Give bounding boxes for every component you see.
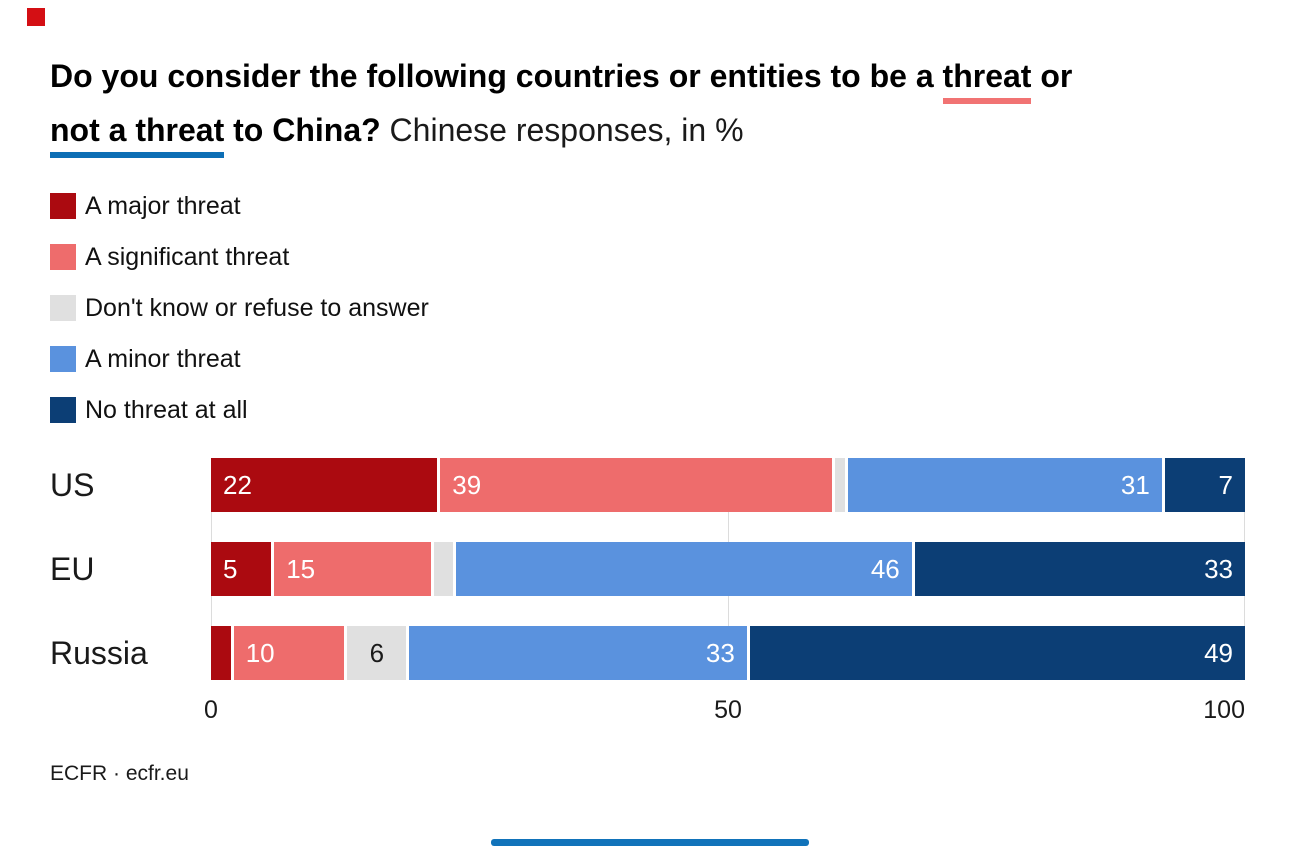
stacked-bar-chart: US 22 39 31 7 EU 5 15 46 33 Russia 10 6 33 49 0 50 100 [50,458,1245,726]
x-axis-tick: 50 [714,696,742,724]
bar-row: EU 5 15 46 33 [50,542,1245,596]
bar-value-label: 22 [223,470,252,500]
attribution: ECFR · ecfr.eu [50,762,189,785]
bar-segment [211,626,231,680]
title-word-threat-red-underline: threat [942,54,1032,104]
category-label: EU [50,550,95,587]
title-words-not-a-threat-blue-underline: not a threat [50,108,225,158]
bar-segment: 5 [211,542,272,596]
bar-row: Russia 10 6 33 49 [50,626,1245,680]
bar-segment: 6 [347,626,407,680]
legend: A major threat A significant threat Don't … [50,191,429,448]
legend-swatch [50,193,76,219]
legend-item: Don't know or refuse to answer [50,293,429,322]
x-axis: 0 50 100 [204,696,1245,726]
bar-segment [835,458,845,512]
bar-stack: 22 39 31 7 [211,458,1245,512]
legend-label: A major threat [85,191,241,220]
bar-segment: 49 [749,626,1245,680]
legend-label: Don't know or refuse to answer [85,293,429,322]
bar-segment [433,542,454,596]
bar-value-label: 33 [1204,554,1233,584]
legend-label: No threat at all [85,395,248,424]
title-text-3: to China? [224,112,390,148]
bar-value-label: 46 [870,554,900,584]
title-text-1: Do you consider the following countries … [50,58,943,94]
chart-title: Do you consider the following countries … [50,50,1260,158]
legend-label: A minor threat [85,344,241,373]
legend-item: A significant threat [50,242,429,271]
bar-segment: 39 [440,458,833,512]
chart-subtitle: Chinese responses, in % [389,112,744,148]
bar-value-label: 49 [1204,638,1233,668]
bar-row: US 22 39 31 7 [50,458,1245,512]
bar-segment: 46 [456,542,912,596]
bar-segment: 33 [914,542,1245,596]
bottom-accent-bar [491,839,809,846]
category-label: US [50,466,95,503]
bar-value-label: 5 [223,554,238,584]
legend-swatch [50,244,76,270]
bar-value-label: 39 [452,470,482,500]
legend-item: A minor threat [50,344,429,373]
bar-stack: 5 15 46 33 [211,542,1245,596]
bar-stack: 10 6 33 49 [211,626,1245,680]
legend-item: A major threat [50,191,429,220]
bar-segment: 33 [409,626,747,680]
bar-value-label: 10 [245,638,275,668]
bar-segment: 7 [1164,458,1245,512]
bar-value-label: 33 [705,638,735,668]
legend-swatch [50,346,76,372]
bar-segment: 10 [233,626,345,680]
legend-swatch [50,397,76,423]
title-text-2: or [1031,58,1073,94]
bar-value-label: 6 [369,638,385,668]
bar-segment: 15 [274,542,431,596]
bar-value-label: 7 [1218,470,1233,500]
ecfr-logo-mark [27,8,45,26]
legend-swatch [50,295,76,321]
bar-segment: 31 [847,458,1162,512]
x-axis-tick: 0 [204,696,218,724]
bar-segment: 22 [211,458,438,512]
bar-rows: US 22 39 31 7 EU 5 15 46 33 Russia 10 6 33 49 [50,458,1245,680]
legend-label: A significant threat [85,242,290,271]
legend-item: No threat at all [50,395,429,424]
bar-value-label: 31 [1120,470,1150,500]
bar-value-label: 15 [286,554,316,584]
x-axis-tick: 100 [1203,696,1245,724]
category-label: Russia [50,634,148,671]
